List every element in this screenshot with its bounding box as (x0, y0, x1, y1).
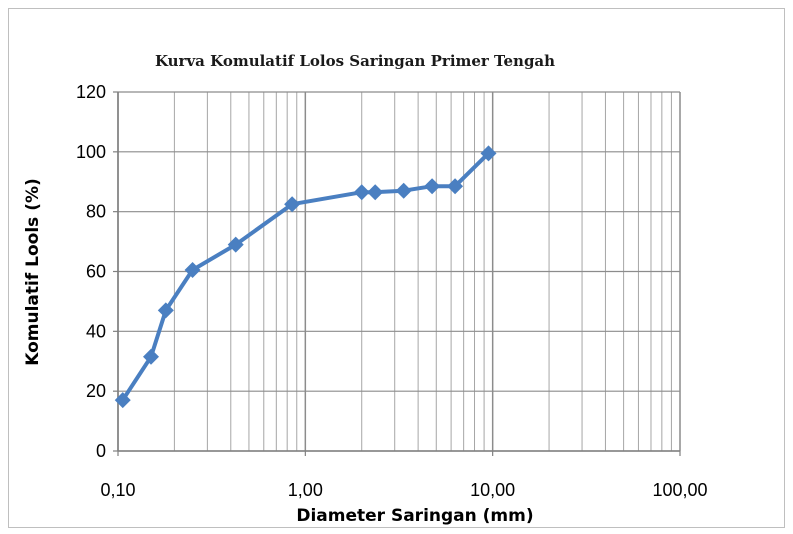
y-tick-label: 120 (76, 82, 106, 102)
x-tick-label: 0,10 (100, 480, 135, 500)
x-tick-labels: 0,10 1,00 10,00 100,00 (100, 451, 708, 500)
data-point (424, 178, 441, 195)
y-tick-label: 0 (96, 441, 106, 461)
y-tick-label: 80 (86, 202, 106, 222)
y-tick-label: 60 (86, 262, 106, 282)
y-tick-label: 40 (86, 321, 106, 341)
data-point (395, 182, 412, 199)
data-point (142, 348, 159, 365)
x-tick-label: 1,00 (288, 480, 323, 500)
x-axis-label: Diameter Saringan (mm) (296, 506, 533, 526)
data-point (114, 392, 131, 409)
data-point (480, 145, 497, 162)
data-point (447, 178, 464, 195)
data-point (367, 184, 384, 201)
data-point (227, 236, 244, 253)
y-tick-label: 20 (86, 381, 106, 401)
data-point (284, 196, 301, 213)
x-tick-label: 100,00 (652, 480, 707, 500)
y-tick-label: 100 (76, 142, 106, 162)
chart-frame (8, 8, 785, 528)
chart-title: Kurva Komulatif Lolos Saringan Primer Te… (155, 52, 555, 70)
data-point (353, 184, 370, 201)
grid (117, 91, 681, 452)
y-tick-labels: 0 20 40 60 80 100 120 (76, 82, 118, 461)
series (114, 145, 497, 409)
y-axis-label: Komulatif Lools (%) (23, 178, 43, 366)
data-point (184, 262, 201, 279)
x-tick-label: 10,00 (470, 480, 515, 500)
data-point (157, 302, 174, 319)
